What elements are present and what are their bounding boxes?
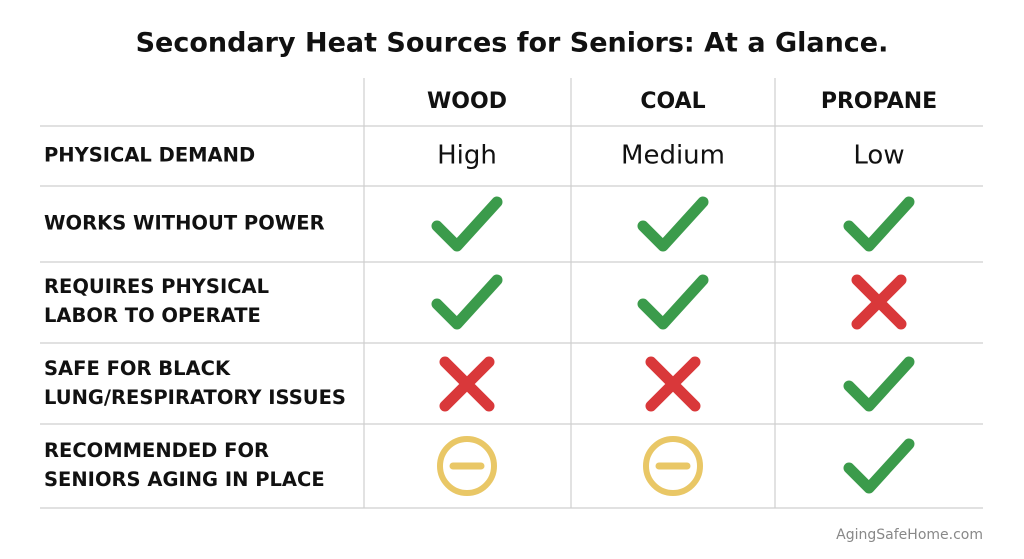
row-label: REQUIRES PHYSICAL	[44, 275, 269, 298]
neutral-icon	[440, 439, 494, 493]
check-icon	[437, 202, 497, 246]
check-icon	[437, 280, 497, 324]
check-icon	[849, 362, 909, 406]
neutral-icon	[646, 439, 700, 493]
row-label: LUNG/RESPIRATORY ISSUES	[44, 386, 346, 409]
column-header: WOOD	[427, 89, 507, 114]
table-rules	[40, 78, 983, 509]
check-icon	[643, 202, 703, 246]
cross-icon	[445, 362, 489, 406]
column-header: PROPANE	[821, 89, 937, 114]
cross-icon	[651, 362, 695, 406]
cross-icon	[857, 280, 901, 324]
title: Secondary Heat Sources for Seniors: At a…	[136, 28, 889, 59]
row-label: SENIORS AGING IN PLACE	[44, 468, 325, 491]
check-icon	[849, 202, 909, 246]
row-label: LABOR TO OPERATE	[44, 304, 261, 327]
row-label: PHYSICAL DEMAND	[44, 144, 255, 167]
status-icons	[437, 202, 909, 493]
row-label: SAFE FOR BLACK	[44, 357, 231, 380]
check-icon	[643, 280, 703, 324]
credit: AgingSafeHome.com	[836, 527, 983, 543]
row-label: WORKS WITHOUT POWER	[44, 212, 325, 235]
column-header: COAL	[640, 89, 705, 114]
check-icon	[849, 444, 909, 488]
cell-value: Low	[853, 141, 904, 171]
cell-value: High	[437, 141, 497, 171]
cell-value: Medium	[621, 141, 725, 171]
row-label: RECOMMENDED FOR	[44, 439, 269, 462]
